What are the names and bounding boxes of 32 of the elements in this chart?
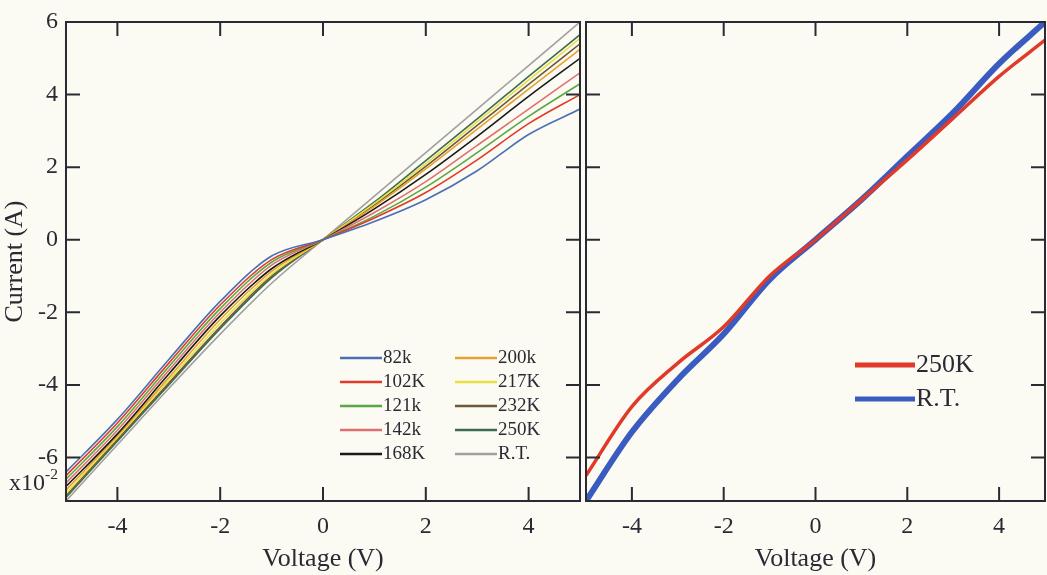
x-tick-label: -4	[621, 511, 642, 538]
legend-label: 121k	[383, 393, 422, 415]
legend-label: 250K	[498, 417, 541, 439]
y-axis-title: Current (A)	[0, 200, 29, 323]
legend-label: 232K	[498, 393, 541, 415]
y-tick-label: 6	[45, 7, 58, 34]
legend-label: R.T.	[498, 441, 531, 463]
x-axis-title: Voltage (V)	[262, 543, 384, 573]
x-tick-label: 0	[809, 511, 822, 538]
x-tick-label: -2	[210, 511, 231, 538]
x-tick-label: -4	[107, 511, 128, 538]
legend-label: 168K	[383, 441, 426, 463]
y-tick-label: -2	[38, 297, 58, 324]
x-axis-title: Voltage (V)	[754, 543, 877, 573]
x-tick-label: 0	[317, 511, 329, 538]
y-tick-label: -4	[38, 370, 58, 397]
x-tick-label: 2	[419, 511, 432, 538]
y-tick-label: 0	[45, 225, 58, 252]
y-tick-label: 4	[45, 79, 58, 106]
x-tick-label: -2	[713, 511, 734, 538]
legend-label: 102K	[383, 369, 426, 391]
y-tick-label: -6	[38, 442, 58, 469]
legend-label: 250K	[916, 348, 974, 378]
legend-label: 217K	[498, 369, 541, 391]
legend-label: R.T.	[916, 382, 961, 412]
legend-label: 142k	[383, 417, 422, 439]
x-tick-label: 4	[993, 511, 1006, 538]
x-tick-label: 2	[901, 511, 914, 538]
legend-label: 82k	[383, 345, 412, 367]
y-tick-label: 2	[45, 152, 58, 179]
x-tick-label: 4	[522, 511, 535, 538]
legend-label: 200k	[498, 345, 537, 367]
